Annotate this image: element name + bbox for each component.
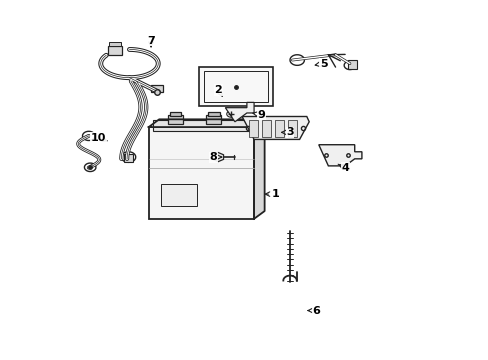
Bar (167, 115, 183, 123)
Text: 2: 2 (214, 85, 222, 96)
Polygon shape (275, 120, 283, 136)
Polygon shape (242, 117, 308, 139)
Text: 4: 4 (337, 163, 348, 173)
Bar (206, 115, 221, 123)
Text: 10: 10 (90, 133, 107, 143)
Text: 7: 7 (147, 36, 155, 47)
Polygon shape (249, 120, 257, 136)
Bar (124, 153, 133, 162)
Polygon shape (262, 120, 270, 136)
Bar (203, 71, 268, 102)
Polygon shape (318, 145, 361, 166)
Text: 9: 9 (252, 110, 264, 120)
Bar (160, 184, 196, 207)
Bar (153, 120, 249, 131)
Text: 5: 5 (315, 59, 326, 68)
Bar (148, 127, 254, 219)
Polygon shape (225, 102, 254, 122)
Text: 3: 3 (281, 127, 293, 138)
Bar (208, 112, 219, 116)
Bar (108, 46, 122, 55)
Text: 1: 1 (265, 189, 279, 199)
Polygon shape (254, 119, 264, 219)
Polygon shape (212, 153, 223, 162)
Text: 8: 8 (209, 152, 221, 162)
Text: 6: 6 (307, 306, 320, 315)
Bar (109, 42, 121, 46)
Polygon shape (287, 120, 296, 136)
Polygon shape (347, 60, 356, 69)
Bar (151, 85, 163, 92)
Polygon shape (148, 119, 264, 127)
Bar (199, 67, 273, 106)
Bar (169, 112, 181, 116)
